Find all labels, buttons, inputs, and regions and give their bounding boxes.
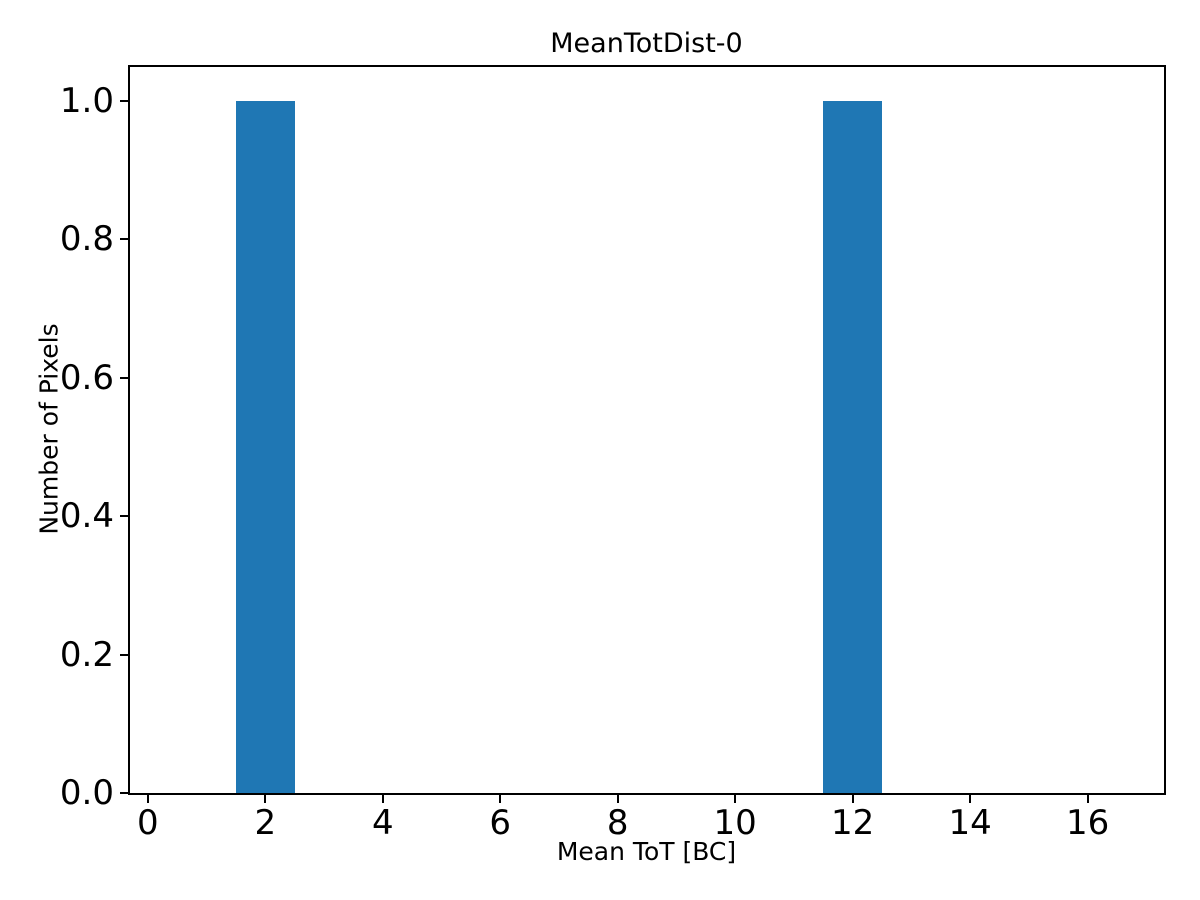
- x-tick-label-16: 16: [1065, 803, 1110, 843]
- x-tick-label-4: 4: [371, 803, 394, 843]
- histogram-bar-x2: [235, 100, 295, 793]
- x-tick-label-0: 0: [136, 803, 159, 843]
- y-tick-mark-1.0: [120, 99, 128, 102]
- y-tick-label-0.4: 0.4: [59, 496, 114, 536]
- x-tick-label-2: 2: [254, 803, 277, 843]
- y-tick-label-0.2: 0.2: [59, 634, 114, 675]
- x-tick-label-8: 8: [606, 803, 629, 843]
- x-tick-label-6: 6: [489, 803, 512, 843]
- y-tick-label-0.6: 0.6: [59, 357, 114, 398]
- x-tick-mark-14: [969, 795, 972, 803]
- x-tick-mark-6: [499, 795, 502, 803]
- x-tick-mark-0: [146, 795, 149, 803]
- y-axis-label: Number of Pixels: [34, 323, 64, 535]
- histogram-bar-x12: [823, 100, 882, 793]
- chart-title: MeanTotDist-0: [550, 28, 743, 59]
- x-tick-label-14: 14: [948, 803, 992, 843]
- y-tick-label-1.0: 1.0: [59, 80, 114, 121]
- y-tick-label-0.8: 0.8: [59, 219, 114, 260]
- y-tick-label-0.0: 0.0: [59, 773, 114, 813]
- y-tick-mark-0.0: [120, 792, 128, 794]
- x-tick-mark-4: [381, 795, 384, 803]
- x-tick-label-12: 12: [831, 803, 875, 843]
- x-tick-mark-2: [264, 795, 267, 803]
- x-tick-label-10: 10: [713, 803, 757, 843]
- x-tick-mark-8: [616, 795, 619, 803]
- x-tick-mark-12: [851, 795, 854, 803]
- x-axis-label: Mean ToT [BC]: [556, 837, 737, 866]
- x-tick-mark-10: [734, 795, 737, 803]
- y-tick-mark-0.6: [120, 376, 128, 379]
- y-tick-mark-0.8: [120, 238, 128, 241]
- y-tick-mark-0.2: [120, 653, 128, 656]
- x-tick-mark-16: [1086, 795, 1089, 803]
- y-tick-mark-0.4: [120, 515, 128, 517]
